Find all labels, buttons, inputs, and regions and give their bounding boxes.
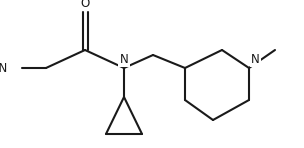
Text: N: N <box>251 53 260 66</box>
Text: N: N <box>120 53 128 66</box>
Text: O: O <box>80 0 90 10</box>
Text: H₂N: H₂N <box>0 62 8 74</box>
